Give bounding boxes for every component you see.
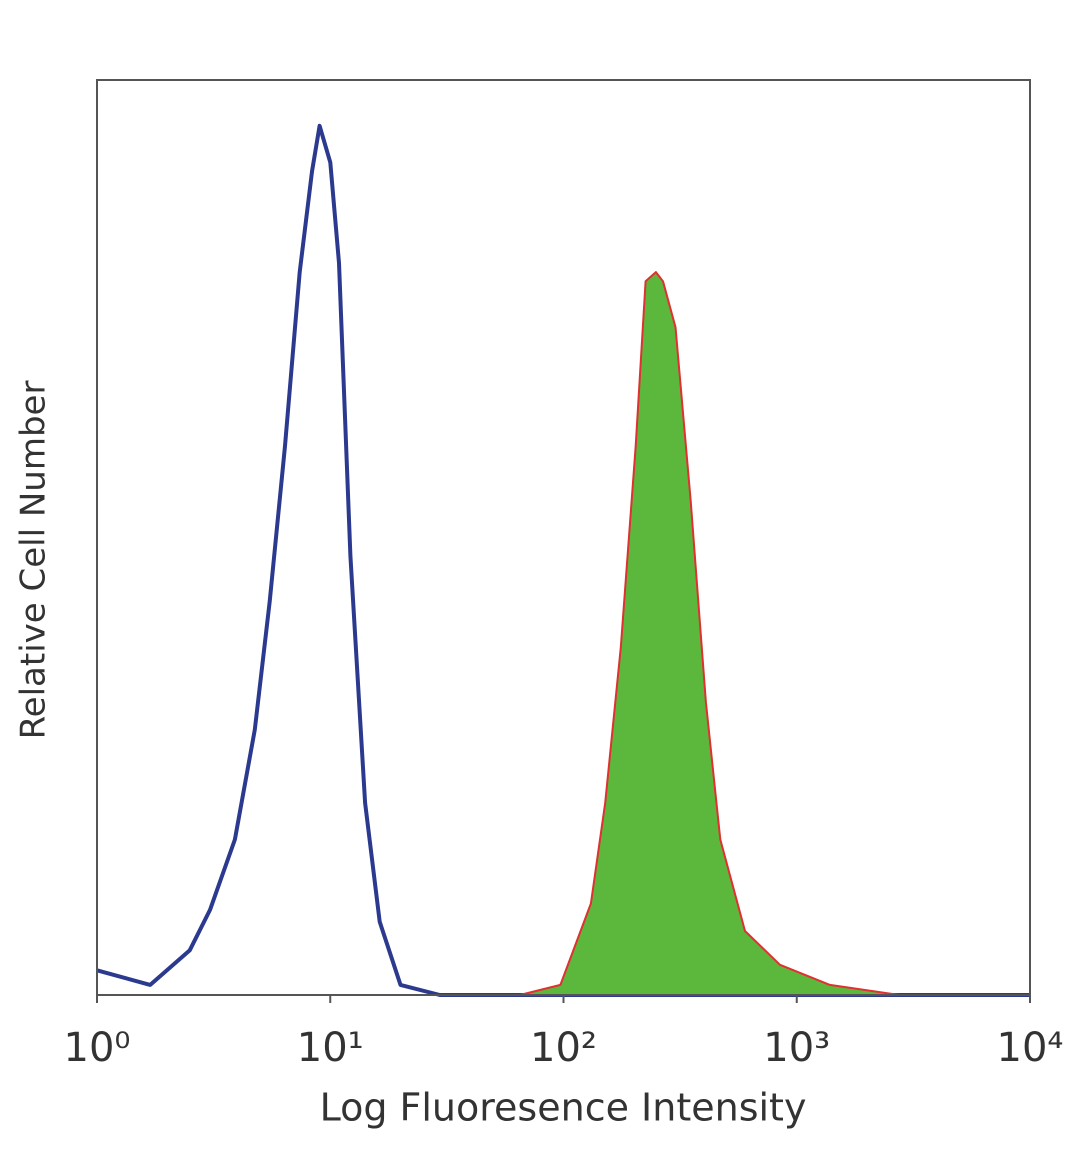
plot-frame xyxy=(96,79,1031,996)
x-axis-label: Log Fluoresence Intensity xyxy=(320,1086,807,1130)
x-tick-label: 10⁰ xyxy=(64,1025,131,1071)
x-tick-label: 10¹ xyxy=(297,1025,364,1071)
histogram-line xyxy=(96,123,1030,997)
x-tick-label: 10² xyxy=(530,1025,597,1071)
histogram-area xyxy=(96,271,1031,996)
x-tick-label: 10⁴ xyxy=(997,1025,1064,1071)
y-axis-label: Relative Cell Number xyxy=(14,381,54,740)
x-tick-label: 10³ xyxy=(763,1025,830,1071)
